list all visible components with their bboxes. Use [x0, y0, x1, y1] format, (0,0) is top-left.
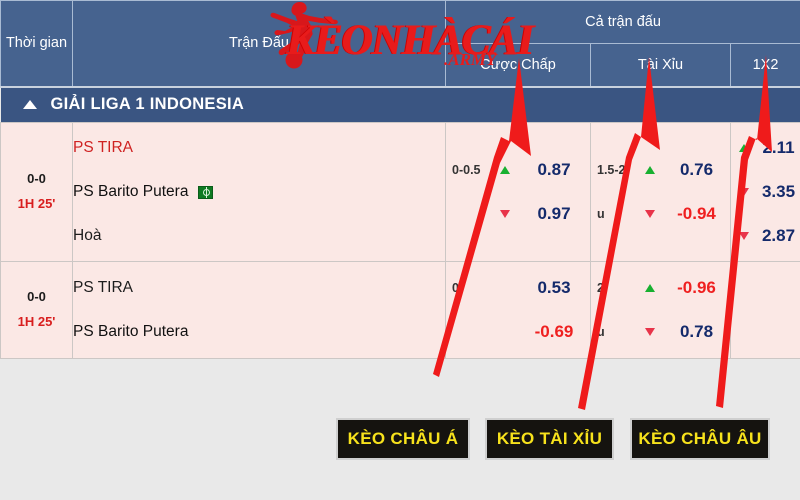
match-clock: 1H 25': [17, 314, 56, 329]
match-time-cell: 0-0 1H 25': [0, 261, 73, 359]
match-clock: 1H 25': [17, 196, 56, 211]
handicap-top-value[interactable]: 0.53: [537, 278, 571, 297]
triangle-up-icon[interactable]: [22, 100, 37, 110]
callout-european-odds[interactable]: KÈO CHÂU ÂU: [630, 418, 770, 460]
away-team-row[interactable]: PS Barito Putera: [73, 310, 445, 354]
handicap-bottom-line[interactable]: 0.97: [446, 192, 590, 236]
arrow-up-icon: [492, 161, 518, 179]
arrow-down-icon: [637, 205, 663, 223]
over-under-top-value[interactable]: -0.96: [677, 278, 716, 297]
callout-asian-label: KÈO CHÂU Á: [347, 429, 459, 448]
header-over-under[interactable]: Tài Xỉu: [590, 43, 731, 87]
football-pitch-icon[interactable]: [198, 185, 214, 199]
one-x-two-cell: [729, 261, 800, 359]
match-teams-cell: PS TIRA PS Barito Putera Hoà: [72, 122, 446, 262]
arrow-placeholder-icon: [492, 323, 518, 341]
arrow-placeholder-icon: [492, 279, 518, 297]
arrow-down-icon: [731, 227, 757, 245]
handicap-top-line[interactable]: 0 0.53: [446, 266, 590, 310]
one-x-two-value-3[interactable]: 2.87: [761, 226, 796, 245]
handicap-cell: 0 0.53 -0.69: [445, 261, 591, 359]
callout-over-under[interactable]: KÈO TÀI XỈU: [485, 418, 614, 460]
table-header-top-row: Thời gian Trận Đấu Cả trận đấu: [0, 0, 800, 87]
over-under-bottom-value[interactable]: 0.78: [679, 322, 714, 341]
match-time-cell: 0-0 1H 25': [0, 122, 73, 262]
handicap-top-value[interactable]: 0.87: [537, 160, 571, 179]
over-under-top-value[interactable]: 0.76: [679, 160, 714, 179]
draw-label: Hoà: [73, 227, 102, 244]
over-under-bottom-line[interactable]: u 0.78: [591, 310, 730, 354]
league-header-cell[interactable]: GIẢI LIGA 1 INDONESIA: [0, 85, 800, 123]
over-under-line-bottom: u: [597, 207, 605, 221]
arrow-down-icon: [637, 323, 663, 341]
over-under-line-bottom: u: [597, 325, 605, 339]
over-under-bottom-line[interactable]: u -0.94: [591, 192, 730, 236]
one-x-two-line-1[interactable]: 2.11: [731, 126, 800, 170]
one-x-two-cell: 2.11 3.35 2.87: [729, 122, 800, 262]
handicap-line-top: 0: [452, 281, 459, 295]
arrow-up-icon: [731, 139, 757, 157]
header-handicap[interactable]: Cược Chấp: [445, 43, 591, 87]
away-team-name: PS Barito Putera: [73, 323, 189, 340]
match-teams-cell: PS TIRA PS Barito Putera: [72, 261, 446, 359]
home-team-row[interactable]: PS TIRA: [73, 266, 445, 310]
arrow-up-icon: [637, 161, 663, 179]
handicap-bottom-line[interactable]: -0.69: [446, 310, 590, 354]
over-under-line-top: 1.5-2: [597, 163, 626, 177]
header-group-full-match: Cả trận đấu: [444, 0, 800, 44]
over-under-line-top: 2: [597, 281, 604, 295]
over-under-bottom-value[interactable]: -0.94: [677, 204, 716, 223]
callout-asian-handicap[interactable]: KÈO CHÂU Á: [336, 418, 470, 460]
over-under-top-line[interactable]: 2 -0.96: [591, 266, 730, 310]
handicap-line-top: 0-0.5: [452, 163, 481, 177]
over-under-cell: 2 -0.96 u 0.78: [590, 261, 731, 359]
match-score: 0-0: [27, 171, 46, 187]
home-team-name: PS TIRA: [73, 139, 134, 156]
match-score: 0-0: [27, 289, 46, 305]
away-team-row[interactable]: PS Barito Putera: [73, 170, 445, 214]
home-team-name: PS TIRA: [73, 279, 134, 296]
home-team-row[interactable]: PS TIRA: [73, 126, 445, 170]
league-header-row[interactable]: GIẢI LIGA 1 INDONESIA: [0, 85, 800, 123]
one-x-two-value-2[interactable]: 3.35: [761, 182, 796, 201]
one-x-two-value-1[interactable]: 2.11: [762, 138, 795, 157]
arrow-down-icon: [492, 205, 518, 223]
odds-table: Thời gian Trận Đấu Cả trận đấu Cược Chấp…: [0, 0, 800, 359]
one-x-two-line-3[interactable]: 2.87: [731, 214, 800, 258]
handicap-bottom-value[interactable]: -0.69: [534, 322, 574, 341]
away-team-name: PS Barito Putera: [73, 183, 189, 200]
handicap-cell: 0-0.5 0.87 0.97: [445, 122, 591, 262]
arrow-up-icon: [637, 279, 663, 297]
over-under-cell: 1.5-2 0.76 u -0.94: [590, 122, 731, 262]
table-row[interactable]: 0-0 1H 25' PS TIRA PS Barito Putera 0: [0, 261, 800, 359]
callout-european-label: KÈO CHÂU ÂU: [638, 429, 762, 448]
table-row[interactable]: 0-0 1H 25' PS TIRA PS Barito Putera Hoà: [0, 122, 800, 262]
handicap-bottom-value[interactable]: 0.97: [537, 204, 571, 223]
draw-row[interactable]: Hoà: [73, 214, 445, 258]
over-under-top-line[interactable]: 1.5-2 0.76: [591, 148, 730, 192]
header-match[interactable]: Trận Đấu: [72, 0, 446, 87]
header-one-x-two[interactable]: 1X2: [729, 43, 800, 87]
arrow-down-icon: [731, 183, 757, 201]
callout-over-under-label: KÈO TÀI XỈU: [496, 429, 603, 448]
one-x-two-line-2[interactable]: 3.35: [731, 170, 800, 214]
handicap-top-line[interactable]: 0-0.5 0.87: [446, 148, 590, 192]
header-time[interactable]: Thời gian: [0, 0, 73, 87]
league-name: GIẢI LIGA 1 INDONESIA: [50, 95, 245, 114]
